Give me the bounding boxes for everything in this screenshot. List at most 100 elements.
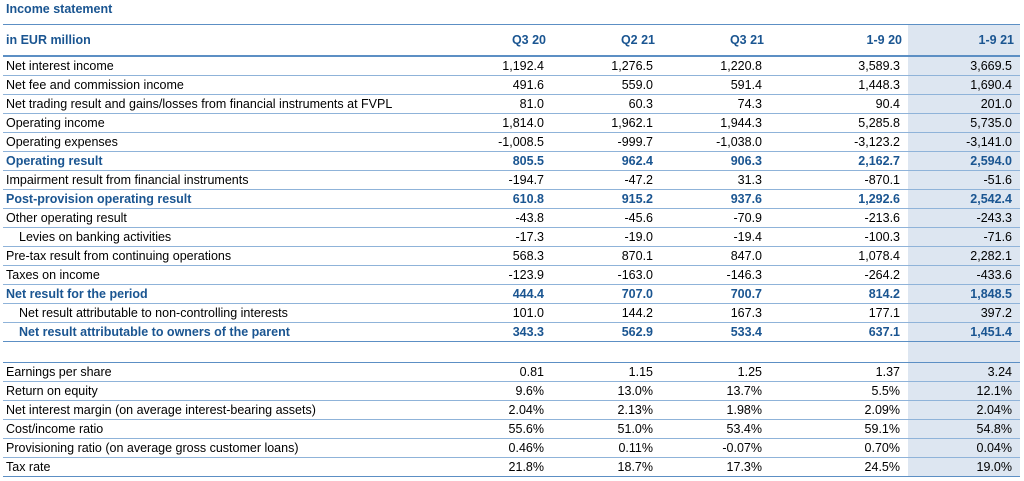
row-value: 17.3% xyxy=(661,457,770,477)
row-value: -70.9 xyxy=(661,208,770,228)
table-row: Net result attributable to non-controlli… xyxy=(3,303,1020,323)
row-value: 13.7% xyxy=(661,381,770,401)
row-value: -163.0 xyxy=(552,265,661,285)
row-label: Net interest income xyxy=(3,56,443,76)
row-value: 74.3 xyxy=(661,94,770,114)
table-row: Operating income 1,814.0 1,962.1 1,944.3 5,2… xyxy=(3,113,1020,133)
row-label: Tax rate xyxy=(3,457,443,477)
row-label: Operating expenses xyxy=(3,132,443,152)
row-label: Return on equity xyxy=(3,381,443,401)
row-value: 18.7% xyxy=(552,457,661,477)
row-value: 1.15 xyxy=(552,362,661,382)
row-value: 31.3 xyxy=(661,170,770,190)
table-row: Pre-tax result from continuing operation… xyxy=(3,246,1020,266)
table-row: Return on equity 9.6% 13.0% 13.7% 5.5% 12.1% xyxy=(3,381,1020,401)
table-row: Net result attributable to owners of the… xyxy=(3,322,1020,342)
table-row: Earnings per share 0.81 1.15 1.25 1.37 3.24 xyxy=(3,362,1020,382)
table-row: Provisioning ratio (on average gross cus… xyxy=(3,438,1020,458)
row-value: 81.0 xyxy=(443,94,552,114)
row-value: 2,542.4 xyxy=(908,189,1020,209)
row-value: 937.6 xyxy=(661,189,770,209)
table-row: Impairment result from financial instrum… xyxy=(3,170,1020,190)
row-value: 0.11% xyxy=(552,438,661,458)
row-value: 1,944.3 xyxy=(661,113,770,133)
spacer-cell xyxy=(770,341,908,363)
column-header: 1-9 21 xyxy=(908,24,1020,57)
row-value: 1,690.4 xyxy=(908,75,1020,95)
row-value: 90.4 xyxy=(770,94,908,114)
row-value: 1,292.6 xyxy=(770,189,908,209)
table-row: Net interest margin (on average interest… xyxy=(3,400,1020,420)
row-value: 9.6% xyxy=(443,381,552,401)
row-value: 1.37 xyxy=(770,362,908,382)
row-label: Impairment result from financial instrum… xyxy=(3,170,443,190)
row-value: 2.04% xyxy=(443,400,552,420)
row-value: 19.0% xyxy=(908,457,1020,477)
row-label: Net result attributable to owners of the… xyxy=(3,322,443,342)
row-value: -17.3 xyxy=(443,227,552,247)
row-value: 491.6 xyxy=(443,75,552,95)
row-value: 397.2 xyxy=(908,303,1020,323)
row-value: 870.1 xyxy=(552,246,661,266)
column-header: Q3 21 xyxy=(661,24,770,57)
row-value: 53.4% xyxy=(661,419,770,439)
row-value: 3,669.5 xyxy=(908,56,1020,76)
table-row: Net fee and commission income 491.6 559.0 5… xyxy=(3,75,1020,95)
row-value: 1,814.0 xyxy=(443,113,552,133)
column-header: Q3 20 xyxy=(443,24,552,57)
row-label: Operating income xyxy=(3,113,443,133)
row-value: 55.6% xyxy=(443,419,552,439)
row-value: 59.1% xyxy=(770,419,908,439)
header-unit-label: in EUR million xyxy=(3,24,443,57)
row-value: 60.3 xyxy=(552,94,661,114)
table-row: Cost/income ratio 55.6% 51.0% 53.4% 59.1% 54.… xyxy=(3,419,1020,439)
row-value: 1,220.8 xyxy=(661,56,770,76)
row-value: 1,276.5 xyxy=(552,56,661,76)
table-row: Net result for the period 444.4 707.0 700.7… xyxy=(3,284,1020,304)
table-row: Other operating result -43.8 -45.6 -70.9 -21… xyxy=(3,208,1020,228)
section-spacer xyxy=(3,341,1020,363)
row-value: -45.6 xyxy=(552,208,661,228)
row-value: 1,448.3 xyxy=(770,75,908,95)
row-value: -870.1 xyxy=(770,170,908,190)
spacer-cell xyxy=(661,341,770,363)
row-value: 1,848.5 xyxy=(908,284,1020,304)
column-header: 1-9 20 xyxy=(770,24,908,57)
row-value: -1,008.5 xyxy=(443,132,552,152)
row-value: 144.2 xyxy=(552,303,661,323)
table-row: Operating result 805.5 962.4 906.3 2,162.7 2,… xyxy=(3,151,1020,171)
row-value: 906.3 xyxy=(661,151,770,171)
spacer-cell xyxy=(908,341,1020,363)
row-value: -213.6 xyxy=(770,208,908,228)
column-header: Q2 21 xyxy=(552,24,661,57)
income-statement-table: in EUR million Q3 20 Q2 21 Q3 21 1-9 20 … xyxy=(3,24,1020,477)
page-title: Income statement xyxy=(6,2,113,16)
row-value: 343.3 xyxy=(443,322,552,342)
row-label: Operating result xyxy=(3,151,443,171)
row-value: 962.4 xyxy=(552,151,661,171)
row-value: 805.5 xyxy=(443,151,552,171)
row-value: 0.46% xyxy=(443,438,552,458)
row-value: 101.0 xyxy=(443,303,552,323)
row-value: 2.13% xyxy=(552,400,661,420)
row-value: 562.9 xyxy=(552,322,661,342)
row-value: 201.0 xyxy=(908,94,1020,114)
row-label: Taxes on income xyxy=(3,265,443,285)
row-value: 2,282.1 xyxy=(908,246,1020,266)
row-value: 915.2 xyxy=(552,189,661,209)
row-label: Post-provision operating result xyxy=(3,189,443,209)
table-row: Net trading result and gains/losses from… xyxy=(3,94,1020,114)
table-row: Operating expenses -1,008.5 -999.7 -1,038.0… xyxy=(3,132,1020,152)
table-row: Post-provision operating result 610.8 915.… xyxy=(3,189,1020,209)
row-value: 5,735.0 xyxy=(908,113,1020,133)
row-value: 1,451.4 xyxy=(908,322,1020,342)
row-value: -19.4 xyxy=(661,227,770,247)
row-value: 12.1% xyxy=(908,381,1020,401)
row-value: 2,594.0 xyxy=(908,151,1020,171)
row-value: 0.04% xyxy=(908,438,1020,458)
row-value: 5,285.8 xyxy=(770,113,908,133)
spacer-cell xyxy=(3,341,443,363)
row-label: Other operating result xyxy=(3,208,443,228)
row-value: -123.9 xyxy=(443,265,552,285)
row-value: -194.7 xyxy=(443,170,552,190)
